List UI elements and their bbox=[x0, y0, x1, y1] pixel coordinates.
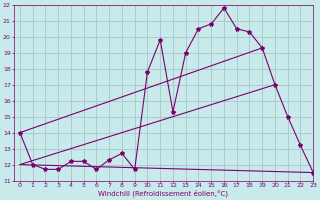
X-axis label: Windchill (Refroidissement éolien,°C): Windchill (Refroidissement éolien,°C) bbox=[98, 190, 228, 197]
